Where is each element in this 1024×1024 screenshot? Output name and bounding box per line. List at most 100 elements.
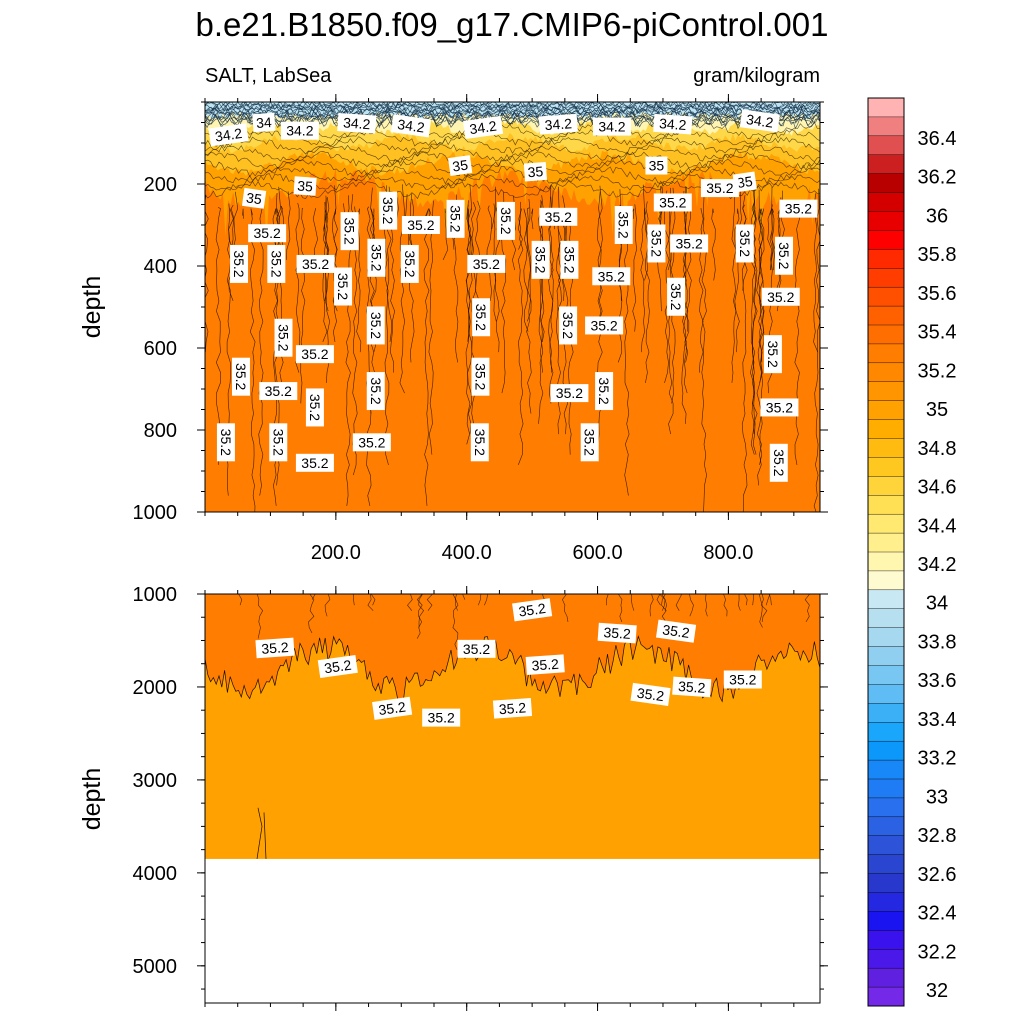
- contour-label: 35.2: [672, 676, 712, 698]
- colorbar-cell: [867, 249, 905, 269]
- deep-contour: [734, 208, 740, 353]
- contour-label: 35.2: [472, 298, 491, 337]
- deep-contour: [711, 208, 716, 281]
- contour-label: 35.2: [614, 206, 633, 244]
- contour-label-text: 35: [527, 163, 544, 180]
- contour-label: 35: [293, 176, 317, 196]
- deep-contour: [423, 208, 430, 506]
- colorbar-cell: [867, 551, 905, 572]
- contour-label: 35.2: [761, 287, 800, 306]
- contour-label-text: 35.2: [765, 341, 781, 368]
- surface-contour: [205, 112, 820, 124]
- contour-label: 35.2: [550, 384, 589, 403]
- contour-label: 35.2: [492, 698, 533, 719]
- deep-contour: [351, 594, 355, 606]
- contour-label: 35: [241, 187, 267, 209]
- colorbar-cell: [867, 305, 905, 326]
- contour-label-text: 35.2: [301, 455, 328, 471]
- thermocline-contour: [205, 165, 820, 185]
- colorbar-cell: [867, 268, 905, 288]
- contour-label-box: [735, 224, 754, 263]
- colorbar-cell: [867, 627, 905, 648]
- deep-contour: [249, 208, 256, 512]
- contour-label-text: 35.2: [448, 205, 464, 232]
- contour-label: 35.2: [595, 372, 614, 411]
- contour-label-box: [700, 179, 739, 198]
- contour-label: 35.2: [295, 453, 334, 472]
- contour-label-text: 35.2: [307, 394, 323, 421]
- contour-label: 35.2: [630, 682, 671, 706]
- colorbar-cell: [867, 173, 905, 194]
- contour-label: 35.2: [467, 254, 506, 273]
- y-tick-label: 200: [144, 174, 177, 196]
- colorbar-cell: [867, 740, 905, 761]
- contour-label-box: [559, 306, 578, 345]
- y-tick-label: 5000: [133, 956, 178, 978]
- contour-label-box: [653, 113, 693, 135]
- deep-contour: [701, 192, 707, 512]
- colorbar-cell: [867, 892, 905, 912]
- contour-label-text: 35.2: [556, 385, 583, 401]
- contour-label-text: 35.2: [729, 672, 756, 688]
- colorbar-cell: [867, 532, 905, 553]
- contour-label-box: [496, 201, 515, 240]
- contour-label: 35.2: [647, 224, 666, 263]
- contour-label-box: [401, 216, 440, 234]
- thermocline-contour: [205, 136, 820, 155]
- contour-label-box: [457, 639, 496, 658]
- contour-label: 34.2: [337, 113, 377, 134]
- contour-label-text: 35.2: [265, 383, 292, 399]
- deep-contour: [757, 208, 763, 383]
- colorbar-cell: [867, 438, 905, 458]
- deep-contour: [467, 183, 473, 435]
- deep-contour: [738, 186, 743, 230]
- colorbar-label: 33.4: [918, 709, 957, 731]
- contour-label-box: [216, 423, 235, 462]
- contour-label-text: 35.2: [531, 656, 560, 674]
- colorbar-cell: [867, 759, 905, 780]
- contour-label-box: [614, 206, 633, 244]
- contour-label-box: [775, 236, 794, 275]
- colorbar-cell: [867, 967, 905, 988]
- y-tick-label: 800: [144, 420, 177, 442]
- contour-label-box: [779, 199, 818, 218]
- contour-label-text: 34.2: [396, 116, 425, 136]
- deep-contour: [300, 208, 306, 404]
- contour-label: 35.2: [259, 382, 298, 401]
- deep-contour: [428, 208, 434, 455]
- deep-contour: [813, 193, 819, 512]
- colorbar-cell: [867, 665, 905, 685]
- deep-contour: [548, 196, 554, 373]
- deep-contour: [526, 207, 532, 322]
- thermocline-contour: [205, 150, 820, 170]
- colorbar-cell: [867, 400, 905, 421]
- colorbar-cell: [867, 854, 905, 875]
- contour-label-box: [269, 423, 288, 462]
- y-tick-label: 1000: [133, 502, 178, 524]
- contour-label-text: 35.2: [545, 209, 572, 225]
- contour-label-box: [274, 318, 293, 357]
- contour-label-box: [366, 306, 385, 345]
- contour-label-box: [769, 443, 788, 482]
- colorbar-label: 35.2: [918, 360, 957, 382]
- contour-label: 35.2: [295, 345, 334, 364]
- deep-contour: [531, 208, 534, 230]
- contour-label: 35.2: [769, 443, 788, 482]
- colorbar-frame: [867, 97, 905, 1007]
- deep-contour: [517, 201, 523, 250]
- contour-label-box: [585, 316, 624, 335]
- contour-label: 35.2: [559, 306, 578, 345]
- contour-label-box: [317, 654, 358, 679]
- contour-label-text: 35.2: [368, 244, 384, 271]
- y-tick-label: 3000: [133, 770, 178, 792]
- contour-label-box: [448, 155, 473, 176]
- colorbar-cell: [867, 986, 905, 1007]
- deep-contour: [804, 594, 811, 623]
- contour-label-text: 34.2: [659, 115, 688, 133]
- contour-label-box: [230, 244, 249, 283]
- deep-contour: [758, 594, 763, 628]
- lower-panel: 35.2 35.2 35.2 35.2 35.2 35.2 35.2 35.2 35.2 35.2…: [133, 584, 828, 1011]
- contour-label-text: 34.2: [544, 115, 573, 133]
- contour-label: 34.2: [592, 117, 631, 136]
